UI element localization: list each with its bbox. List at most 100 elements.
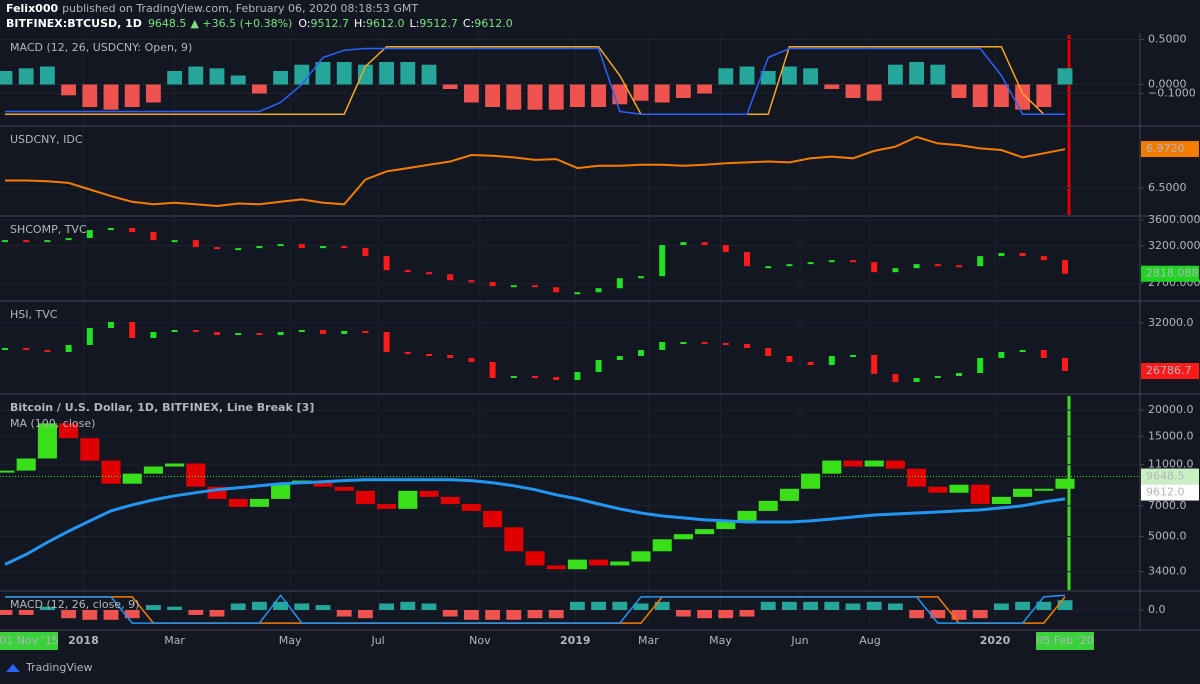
- y-tick-label: 0.5000: [1148, 33, 1187, 46]
- brick: [801, 473, 821, 489]
- histogram-bar: [845, 603, 861, 610]
- histogram-bar: [739, 610, 755, 617]
- ohlc-label: O:: [298, 17, 310, 30]
- brick: [165, 463, 185, 467]
- candle: [65, 345, 72, 353]
- histogram-bar: [569, 84, 585, 107]
- brick: [885, 460, 905, 469]
- series-line: [5, 47, 1065, 115]
- candle: [108, 321, 114, 329]
- candle: [86, 230, 93, 239]
- brick: [186, 463, 206, 487]
- brick: [822, 460, 842, 474]
- time-badge-label: 05 Feb '20: [1036, 634, 1094, 647]
- brick: [907, 468, 927, 487]
- brick: [737, 510, 757, 521]
- histogram-bar: [230, 75, 246, 85]
- candle: [765, 266, 772, 269]
- brick: [143, 466, 163, 474]
- candle: [44, 240, 51, 243]
- histogram-bar: [654, 84, 670, 103]
- candle: [277, 331, 284, 336]
- histogram-bar: [485, 84, 501, 107]
- series-line: [5, 594, 1066, 624]
- legend-entry: MA (100, close): [10, 417, 95, 430]
- candle: [192, 240, 199, 248]
- histogram-bar: [1015, 84, 1031, 110]
- histogram-bar: [442, 84, 458, 89]
- brick: [695, 529, 715, 535]
- histogram-bar: [697, 610, 713, 619]
- histogram-bar: [485, 610, 501, 620]
- candle: [362, 331, 369, 334]
- x-tick-label: Nov: [469, 634, 491, 647]
- brick: [1055, 478, 1075, 489]
- brick: [461, 504, 481, 511]
- brick: [864, 460, 884, 467]
- histogram-bar: [209, 68, 225, 85]
- series-line: [5, 135, 1066, 208]
- candle: [426, 272, 432, 275]
- histogram-bar: [760, 71, 776, 85]
- histogram-bar: [103, 610, 119, 620]
- price-badge: [1141, 265, 1199, 282]
- candle: [807, 362, 814, 366]
- candle: [807, 262, 814, 265]
- y-tick-label: 6.5000: [1148, 181, 1187, 194]
- candle: [383, 331, 390, 353]
- candle: [171, 330, 178, 332]
- candle: [977, 256, 984, 267]
- histogram-bar: [18, 68, 34, 85]
- brick: [589, 559, 609, 566]
- price-badge-label: 9648.5: [1146, 470, 1185, 483]
- histogram-bar: [1036, 601, 1052, 610]
- candle: [320, 246, 326, 249]
- candle: [616, 278, 623, 289]
- candle: [489, 362, 496, 379]
- histogram-bar: [188, 610, 204, 615]
- histogram-bar: [273, 71, 289, 85]
- candle: [341, 246, 348, 249]
- logo-mark: [6, 664, 20, 672]
- candle: [150, 232, 157, 241]
- candle: [553, 377, 560, 381]
- y-tick-label: 0.0000: [1148, 78, 1187, 91]
- y-tick-label: 32000.0: [1148, 316, 1194, 329]
- candle: [1040, 256, 1047, 261]
- x-tick-label: May: [279, 634, 302, 647]
- candle: [913, 264, 920, 269]
- brick: [122, 473, 142, 484]
- histogram-bar: [61, 610, 77, 619]
- histogram-bar: [909, 62, 925, 85]
- histogram-bar: [824, 601, 840, 610]
- candle: [256, 333, 263, 336]
- y-tick-label: 20000.0: [1148, 403, 1194, 416]
- candle: [956, 265, 962, 268]
- histogram-bar: [993, 603, 1009, 610]
- pane: 6.5000: [0, 135, 1187, 208]
- y-tick-label: 5000.0: [1148, 529, 1187, 542]
- candle: [765, 348, 772, 357]
- candle: [616, 356, 623, 361]
- pane: 0.0: [0, 594, 1166, 624]
- brick: [483, 510, 503, 528]
- candle: [129, 321, 136, 339]
- histogram-bar: [951, 84, 967, 98]
- pane: 20000.0 15000.0 11000.0 7000.0 5000.0 3400.0: [0, 403, 1194, 578]
- candle: [828, 260, 835, 263]
- candle: [192, 330, 199, 332]
- histogram-bar: [569, 601, 585, 610]
- candle: [1062, 260, 1068, 274]
- candle: [998, 352, 1005, 359]
- histogram-bar: [61, 84, 77, 96]
- candle: [298, 244, 305, 249]
- histogram-bar: [379, 603, 395, 610]
- histogram-bar: [781, 601, 797, 610]
- histogram-bar: [527, 610, 543, 619]
- brick: [377, 504, 397, 509]
- header-line-1: Felix000 published on TradingView.com, Fe…: [6, 2, 418, 15]
- candle: [214, 247, 220, 250]
- brick: [37, 423, 57, 459]
- histogram-bar: [591, 601, 607, 610]
